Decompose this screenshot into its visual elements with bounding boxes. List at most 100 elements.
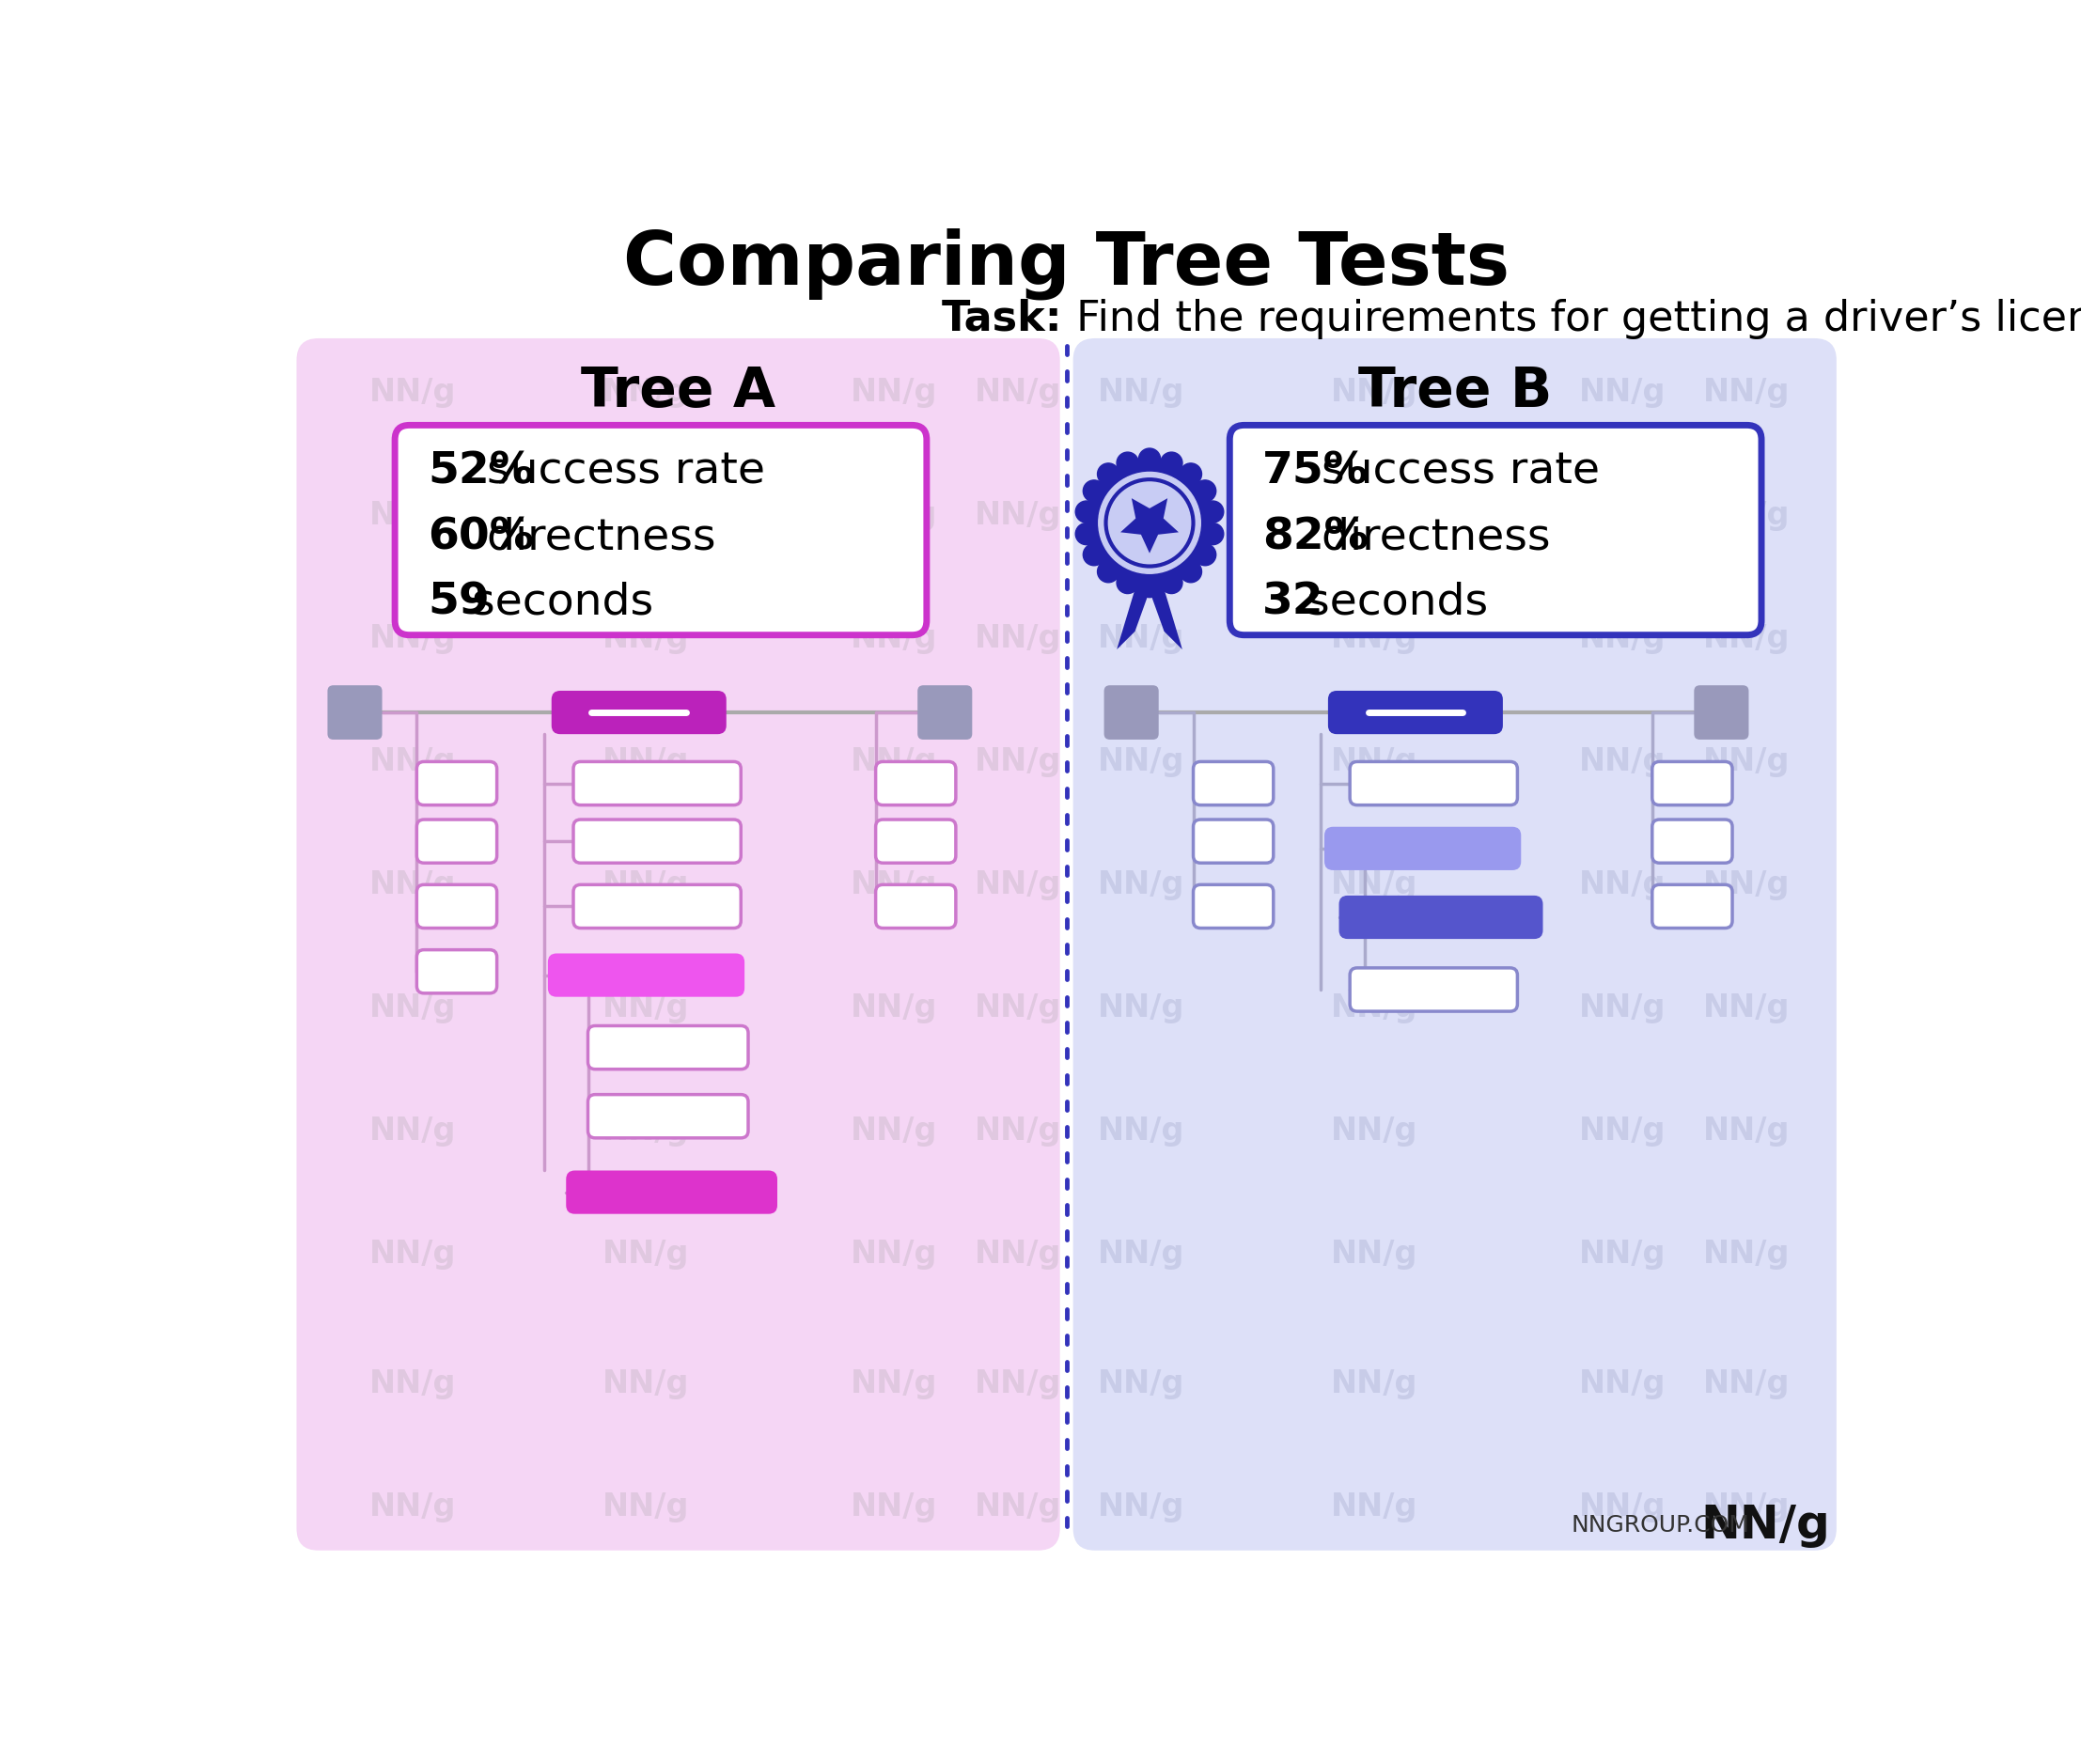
Circle shape bbox=[1161, 452, 1182, 475]
Polygon shape bbox=[1147, 570, 1182, 649]
Text: NN/g: NN/g bbox=[1332, 1492, 1417, 1522]
Text: NN/g: NN/g bbox=[1332, 746, 1417, 778]
FancyBboxPatch shape bbox=[416, 949, 497, 993]
Text: NN/g: NN/g bbox=[1332, 377, 1417, 407]
FancyBboxPatch shape bbox=[551, 691, 726, 734]
Circle shape bbox=[1138, 575, 1161, 598]
Text: NN/g: NN/g bbox=[974, 991, 1061, 1023]
Circle shape bbox=[1161, 572, 1182, 593]
Text: NN/g: NN/g bbox=[1700, 1503, 1829, 1547]
Text: NN/g: NN/g bbox=[1332, 991, 1417, 1023]
Text: NN/g: NN/g bbox=[1099, 991, 1184, 1023]
FancyBboxPatch shape bbox=[566, 1171, 778, 1214]
Text: NN/g: NN/g bbox=[1702, 623, 1790, 654]
Circle shape bbox=[1082, 480, 1105, 503]
Text: NN/g: NN/g bbox=[370, 1369, 456, 1399]
Text: 82%: 82% bbox=[1263, 517, 1369, 559]
FancyBboxPatch shape bbox=[1652, 762, 1731, 804]
FancyBboxPatch shape bbox=[1351, 762, 1517, 804]
Polygon shape bbox=[1117, 570, 1153, 649]
Text: Find the requirements for getting a driver’s license in Oregon.: Find the requirements for getting a driv… bbox=[1063, 298, 2081, 339]
Text: NN/g: NN/g bbox=[1332, 501, 1417, 531]
Text: NN/g: NN/g bbox=[1579, 1115, 1665, 1147]
Circle shape bbox=[1180, 464, 1201, 485]
FancyBboxPatch shape bbox=[1074, 339, 1835, 1551]
Text: NN/g: NN/g bbox=[974, 1238, 1061, 1270]
Text: NN/g: NN/g bbox=[1332, 1238, 1417, 1270]
Text: NN/g: NN/g bbox=[1099, 501, 1184, 531]
Text: NNGROUP.COM: NNGROUP.COM bbox=[1571, 1514, 1750, 1536]
FancyBboxPatch shape bbox=[1328, 691, 1502, 734]
Text: NN/g: NN/g bbox=[1579, 623, 1665, 654]
Text: NN/g: NN/g bbox=[1332, 1369, 1417, 1399]
Circle shape bbox=[1097, 464, 1120, 485]
FancyBboxPatch shape bbox=[1652, 886, 1731, 928]
Text: NN/g: NN/g bbox=[851, 1492, 936, 1522]
Text: NN/g: NN/g bbox=[1099, 746, 1184, 778]
Text: NN/g: NN/g bbox=[974, 1492, 1061, 1522]
Text: NN/g: NN/g bbox=[1099, 1492, 1184, 1522]
Text: NN/g: NN/g bbox=[851, 623, 936, 654]
FancyBboxPatch shape bbox=[574, 820, 741, 863]
Text: NN/g: NN/g bbox=[1099, 1115, 1184, 1147]
FancyBboxPatch shape bbox=[416, 820, 497, 863]
Text: Tree A: Tree A bbox=[581, 365, 776, 418]
Text: NN/g: NN/g bbox=[974, 1369, 1061, 1399]
Text: NN/g: NN/g bbox=[1702, 1238, 1790, 1270]
Text: Comparing Tree Tests: Comparing Tree Tests bbox=[624, 228, 1509, 300]
Circle shape bbox=[1138, 448, 1161, 469]
Circle shape bbox=[1194, 543, 1215, 566]
FancyBboxPatch shape bbox=[298, 339, 1059, 1551]
Text: NN/g: NN/g bbox=[1702, 1369, 1790, 1399]
Circle shape bbox=[1201, 501, 1224, 522]
Text: NN/g: NN/g bbox=[851, 1369, 936, 1399]
Text: NN/g: NN/g bbox=[603, 1369, 689, 1399]
Text: NN/g: NN/g bbox=[974, 377, 1061, 407]
Circle shape bbox=[1076, 524, 1097, 545]
Text: NN/g: NN/g bbox=[1702, 501, 1790, 531]
FancyBboxPatch shape bbox=[416, 886, 497, 928]
Text: 75%: 75% bbox=[1263, 452, 1369, 494]
Text: Tree B: Tree B bbox=[1357, 365, 1552, 418]
FancyBboxPatch shape bbox=[1105, 684, 1159, 739]
Text: 32: 32 bbox=[1263, 582, 1324, 624]
Text: NN/g: NN/g bbox=[1702, 377, 1790, 407]
FancyBboxPatch shape bbox=[1652, 820, 1731, 863]
Text: NN/g: NN/g bbox=[1579, 991, 1665, 1023]
FancyBboxPatch shape bbox=[876, 886, 955, 928]
FancyBboxPatch shape bbox=[918, 684, 972, 739]
Text: NN/g: NN/g bbox=[1579, 1492, 1665, 1522]
Circle shape bbox=[1201, 524, 1224, 545]
Text: NN/g: NN/g bbox=[1579, 501, 1665, 531]
Text: NN/g: NN/g bbox=[1579, 870, 1665, 900]
Text: NN/g: NN/g bbox=[603, 623, 689, 654]
Text: NN/g: NN/g bbox=[851, 1238, 936, 1270]
Text: directness: directness bbox=[1307, 517, 1550, 559]
Text: NN/g: NN/g bbox=[603, 746, 689, 778]
Text: NN/g: NN/g bbox=[1099, 1238, 1184, 1270]
Polygon shape bbox=[1120, 497, 1178, 554]
Text: NN/g: NN/g bbox=[974, 1115, 1061, 1147]
FancyBboxPatch shape bbox=[416, 762, 497, 804]
Text: NN/g: NN/g bbox=[603, 1115, 689, 1147]
Text: NN/g: NN/g bbox=[370, 991, 456, 1023]
Text: NN/g: NN/g bbox=[1579, 746, 1665, 778]
Text: NN/g: NN/g bbox=[370, 377, 456, 407]
Text: NN/g: NN/g bbox=[851, 377, 936, 407]
Text: NN/g: NN/g bbox=[370, 1115, 456, 1147]
Text: NN/g: NN/g bbox=[1332, 1115, 1417, 1147]
Circle shape bbox=[1076, 501, 1097, 522]
FancyBboxPatch shape bbox=[327, 684, 383, 739]
Text: NN/g: NN/g bbox=[974, 623, 1061, 654]
Text: NN/g: NN/g bbox=[1099, 870, 1184, 900]
Text: NN/g: NN/g bbox=[370, 1238, 456, 1270]
FancyBboxPatch shape bbox=[574, 886, 741, 928]
Circle shape bbox=[1117, 452, 1138, 475]
FancyBboxPatch shape bbox=[589, 1094, 749, 1138]
FancyBboxPatch shape bbox=[1192, 886, 1274, 928]
Text: NN/g: NN/g bbox=[974, 501, 1061, 531]
Text: NN/g: NN/g bbox=[603, 991, 689, 1023]
FancyBboxPatch shape bbox=[589, 1027, 749, 1069]
Text: NN/g: NN/g bbox=[603, 1238, 689, 1270]
Text: NN/g: NN/g bbox=[974, 746, 1061, 778]
